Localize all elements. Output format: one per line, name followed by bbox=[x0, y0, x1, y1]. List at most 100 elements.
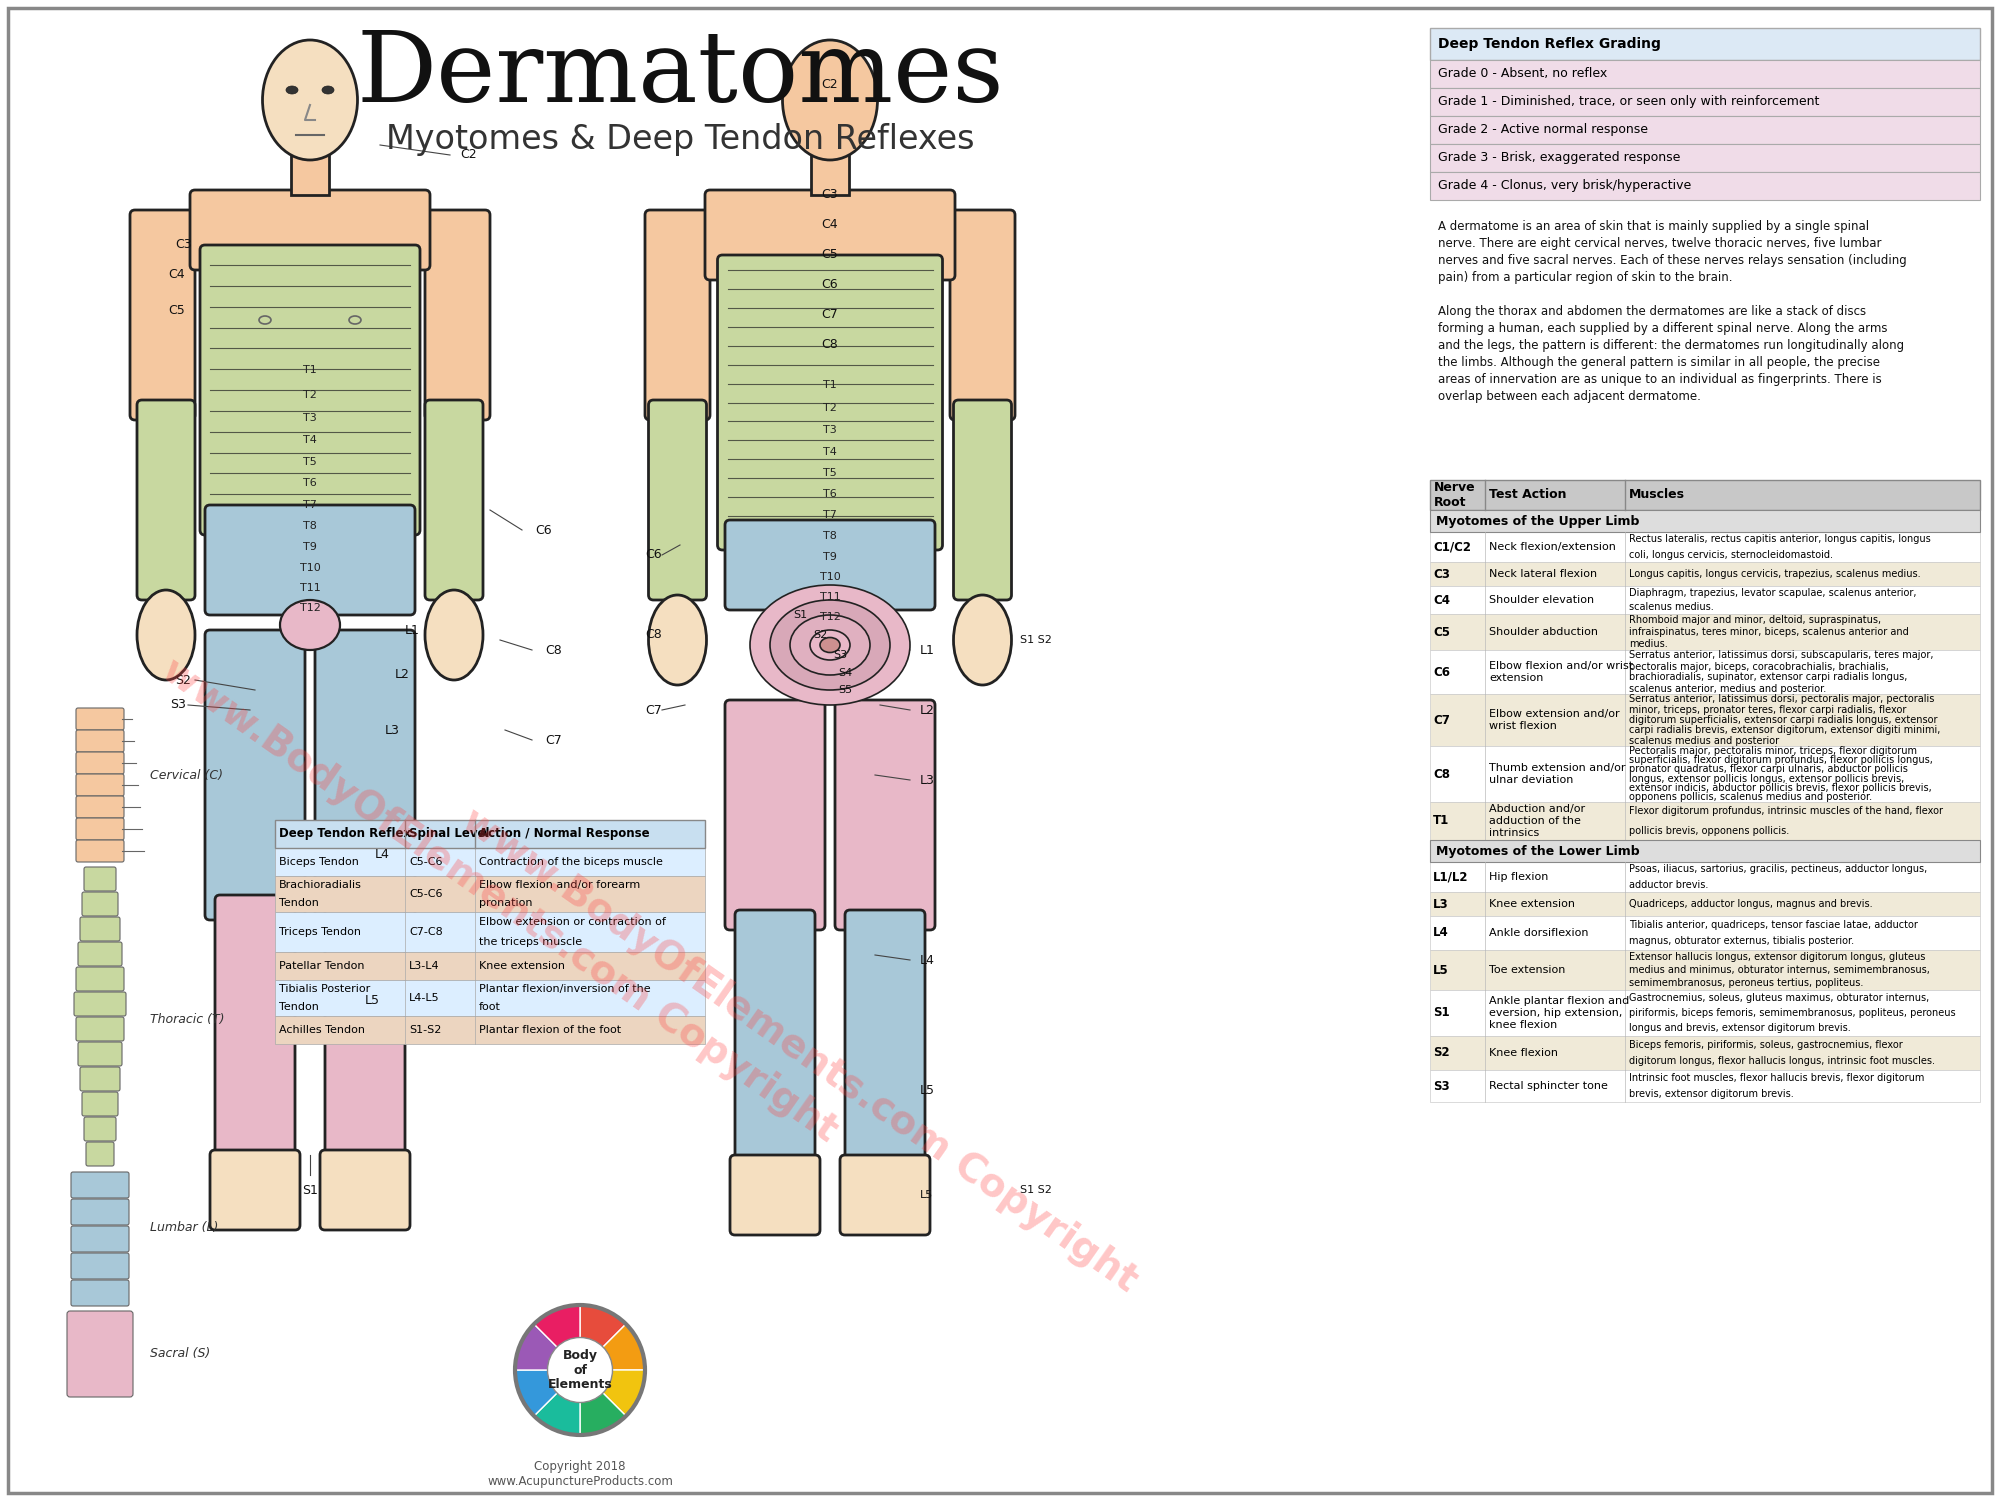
Circle shape bbox=[548, 1337, 612, 1402]
Text: L4: L4 bbox=[1432, 926, 1448, 940]
Text: Spinal Level: Spinal Level bbox=[410, 827, 490, 841]
FancyBboxPatch shape bbox=[424, 399, 484, 600]
Text: Tendon: Tendon bbox=[280, 1003, 318, 1012]
Text: scalenus medius and posterior: scalenus medius and posterior bbox=[1628, 735, 1780, 746]
Text: Sacral (S): Sacral (S) bbox=[150, 1348, 210, 1360]
Text: semimembranosus, peroneus tertius, popliteus.: semimembranosus, peroneus tertius, popli… bbox=[1628, 979, 1864, 988]
FancyBboxPatch shape bbox=[190, 191, 430, 270]
Wedge shape bbox=[580, 1370, 644, 1415]
Ellipse shape bbox=[424, 590, 484, 680]
Text: C5: C5 bbox=[168, 303, 184, 317]
FancyBboxPatch shape bbox=[644, 210, 710, 420]
Text: T8: T8 bbox=[304, 521, 316, 531]
FancyBboxPatch shape bbox=[736, 910, 816, 1169]
Text: T6: T6 bbox=[304, 477, 316, 488]
Text: Myotomes of the Lower Limb: Myotomes of the Lower Limb bbox=[1436, 845, 1640, 857]
Text: www.BodyOfElements.com Copyright: www.BodyOfElements.com Copyright bbox=[156, 650, 844, 1150]
Text: Cervical (C): Cervical (C) bbox=[150, 770, 224, 782]
Text: L1: L1 bbox=[404, 623, 420, 636]
Text: T12: T12 bbox=[300, 603, 320, 612]
Text: magnus, obturator externus, tibialis posterior.: magnus, obturator externus, tibialis pos… bbox=[1628, 937, 1854, 947]
Text: Lumbar (L): Lumbar (L) bbox=[150, 1222, 218, 1234]
FancyBboxPatch shape bbox=[276, 820, 704, 848]
Text: Pectoralis major, pectoralis minor, triceps, flexor digitorum: Pectoralis major, pectoralis minor, tric… bbox=[1628, 746, 1916, 755]
Text: L3-L4: L3-L4 bbox=[410, 961, 440, 971]
Text: Elbow extension and/or
wrist flexion: Elbow extension and/or wrist flexion bbox=[1488, 708, 1620, 731]
FancyBboxPatch shape bbox=[1430, 862, 1980, 892]
FancyBboxPatch shape bbox=[200, 245, 420, 534]
Text: L4: L4 bbox=[920, 953, 934, 967]
Text: T1: T1 bbox=[824, 380, 836, 390]
Wedge shape bbox=[516, 1370, 580, 1415]
Wedge shape bbox=[516, 1324, 580, 1370]
Text: Psoas, iliacus, sartorius, gracilis, pectineus, adductor longus,: Psoas, iliacus, sartorius, gracilis, pec… bbox=[1628, 865, 1928, 875]
Text: the triceps muscle: the triceps muscle bbox=[480, 937, 582, 947]
FancyBboxPatch shape bbox=[76, 775, 124, 796]
Text: longus, extensor pollicis longus, extensor pollicis brevis,: longus, extensor pollicis longus, extens… bbox=[1628, 773, 1904, 784]
FancyBboxPatch shape bbox=[1430, 480, 1980, 510]
Text: Deep Tendon Reflex: Deep Tendon Reflex bbox=[280, 827, 412, 841]
Wedge shape bbox=[534, 1370, 580, 1435]
Text: T12: T12 bbox=[820, 612, 840, 621]
FancyBboxPatch shape bbox=[1430, 116, 1980, 144]
FancyBboxPatch shape bbox=[72, 1172, 128, 1198]
FancyBboxPatch shape bbox=[210, 1150, 300, 1229]
Wedge shape bbox=[580, 1370, 626, 1435]
FancyBboxPatch shape bbox=[1430, 892, 1980, 916]
Text: Thoracic (T): Thoracic (T) bbox=[150, 1013, 224, 1025]
FancyBboxPatch shape bbox=[86, 1142, 114, 1166]
Ellipse shape bbox=[286, 86, 298, 95]
Text: S1-S2: S1-S2 bbox=[410, 1025, 442, 1036]
Text: Ankle dorsiflexion: Ankle dorsiflexion bbox=[1488, 928, 1588, 938]
FancyBboxPatch shape bbox=[76, 818, 124, 841]
FancyBboxPatch shape bbox=[1430, 841, 1980, 862]
Text: T8: T8 bbox=[824, 531, 836, 540]
Text: pectoralis major, biceps, coracobrachialis, brachialis,: pectoralis major, biceps, coracobrachial… bbox=[1628, 662, 1888, 671]
FancyBboxPatch shape bbox=[1430, 614, 1980, 650]
FancyBboxPatch shape bbox=[72, 1226, 128, 1252]
Text: Abduction and/or
adduction of the
intrinsics: Abduction and/or adduction of the intrin… bbox=[1488, 805, 1586, 838]
FancyBboxPatch shape bbox=[76, 708, 124, 729]
Text: T9: T9 bbox=[304, 542, 316, 552]
Text: Myotomes & Deep Tendon Reflexes: Myotomes & Deep Tendon Reflexes bbox=[386, 123, 974, 156]
Text: digitorum longus, flexor hallucis longus, intrinsic foot muscles.: digitorum longus, flexor hallucis longus… bbox=[1628, 1057, 1936, 1067]
FancyBboxPatch shape bbox=[836, 699, 936, 931]
Text: S1: S1 bbox=[792, 609, 808, 620]
Text: S2: S2 bbox=[1432, 1046, 1450, 1060]
FancyBboxPatch shape bbox=[1430, 60, 1980, 89]
FancyBboxPatch shape bbox=[424, 210, 490, 420]
Text: pronation: pronation bbox=[480, 898, 532, 908]
Text: L5: L5 bbox=[920, 1084, 936, 1097]
Text: T5: T5 bbox=[824, 468, 836, 477]
Text: Plantar flexion/inversion of the: Plantar flexion/inversion of the bbox=[480, 985, 650, 994]
Text: C7: C7 bbox=[544, 734, 562, 746]
Text: foot: foot bbox=[480, 1003, 500, 1012]
Text: brachioradialis, supinator, extensor carpi radialis longus,: brachioradialis, supinator, extensor car… bbox=[1628, 672, 1908, 683]
Text: C8: C8 bbox=[1432, 767, 1450, 781]
Text: pollicis brevis, opponens pollicis.: pollicis brevis, opponens pollicis. bbox=[1628, 826, 1790, 836]
Text: Rectus lateralis, rectus capitis anterior, longus capitis, longus: Rectus lateralis, rectus capitis anterio… bbox=[1628, 534, 1930, 545]
FancyBboxPatch shape bbox=[1430, 1036, 1980, 1070]
Text: C5-C6: C5-C6 bbox=[410, 889, 442, 899]
Text: T2: T2 bbox=[824, 402, 836, 413]
FancyBboxPatch shape bbox=[74, 992, 126, 1016]
Text: T7: T7 bbox=[304, 500, 316, 510]
Text: medius and minimus, obturator internus, semimembranosus,: medius and minimus, obturator internus, … bbox=[1628, 965, 1930, 976]
Text: T6: T6 bbox=[824, 489, 836, 498]
Text: Biceps femoris, piriformis, soleus, gastrocnemius, flexor: Biceps femoris, piriformis, soleus, gast… bbox=[1628, 1040, 1902, 1049]
FancyBboxPatch shape bbox=[704, 191, 956, 281]
Ellipse shape bbox=[790, 615, 870, 675]
Text: S2: S2 bbox=[812, 630, 828, 639]
Text: Neck lateral flexion: Neck lateral flexion bbox=[1488, 569, 1598, 579]
Ellipse shape bbox=[648, 594, 706, 684]
Text: S2: S2 bbox=[176, 674, 190, 686]
FancyBboxPatch shape bbox=[316, 630, 416, 920]
FancyBboxPatch shape bbox=[276, 1016, 704, 1045]
Text: Plantar flexion of the foot: Plantar flexion of the foot bbox=[480, 1025, 622, 1036]
FancyBboxPatch shape bbox=[78, 1042, 122, 1066]
Text: opponens pollicis, scalenus medius and posterior.: opponens pollicis, scalenus medius and p… bbox=[1628, 793, 1872, 803]
FancyBboxPatch shape bbox=[1430, 173, 1980, 200]
Wedge shape bbox=[580, 1324, 644, 1370]
Text: superficialis, flexor digitorum profundus, flexor pollicis longus,: superficialis, flexor digitorum profundu… bbox=[1628, 755, 1932, 766]
Text: C5: C5 bbox=[1432, 626, 1450, 638]
